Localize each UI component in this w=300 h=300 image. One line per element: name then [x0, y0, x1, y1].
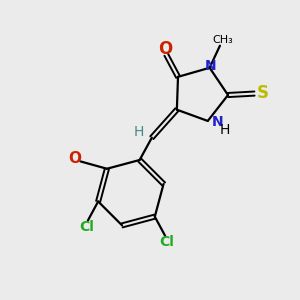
Text: S: S	[257, 84, 269, 102]
Text: CH₃: CH₃	[212, 35, 233, 45]
Text: Cl: Cl	[159, 235, 174, 249]
Text: H: H	[220, 123, 230, 137]
Text: O: O	[158, 40, 172, 58]
Text: N: N	[204, 59, 216, 73]
Text: H: H	[134, 125, 144, 139]
Text: Cl: Cl	[79, 220, 94, 234]
Text: N: N	[212, 116, 223, 129]
Text: O: O	[68, 151, 81, 166]
